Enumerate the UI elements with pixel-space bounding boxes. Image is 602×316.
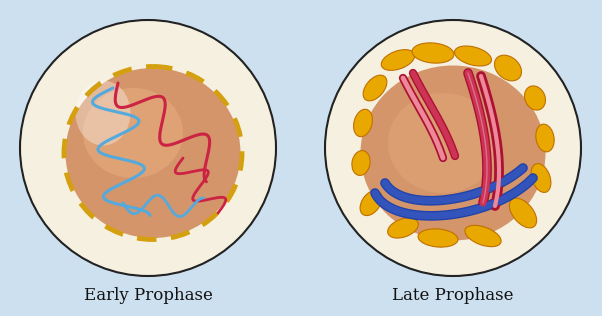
Ellipse shape <box>352 151 370 175</box>
Ellipse shape <box>361 65 545 240</box>
Ellipse shape <box>418 229 458 247</box>
Ellipse shape <box>66 68 241 238</box>
Ellipse shape <box>455 46 491 66</box>
Ellipse shape <box>353 109 373 137</box>
Ellipse shape <box>494 55 521 81</box>
Ellipse shape <box>381 50 415 70</box>
Ellipse shape <box>509 198 536 228</box>
Ellipse shape <box>388 218 418 238</box>
Circle shape <box>20 20 276 276</box>
Ellipse shape <box>465 225 501 247</box>
Ellipse shape <box>531 164 551 192</box>
Ellipse shape <box>360 191 382 216</box>
Ellipse shape <box>388 93 498 193</box>
Ellipse shape <box>536 124 554 152</box>
Ellipse shape <box>412 43 454 63</box>
Ellipse shape <box>83 88 183 178</box>
Text: Late Prophase: Late Prophase <box>393 287 514 303</box>
Circle shape <box>325 20 581 276</box>
Ellipse shape <box>363 75 387 101</box>
Ellipse shape <box>524 86 545 110</box>
Ellipse shape <box>75 81 131 145</box>
Text: Early Prophase: Early Prophase <box>84 287 213 303</box>
